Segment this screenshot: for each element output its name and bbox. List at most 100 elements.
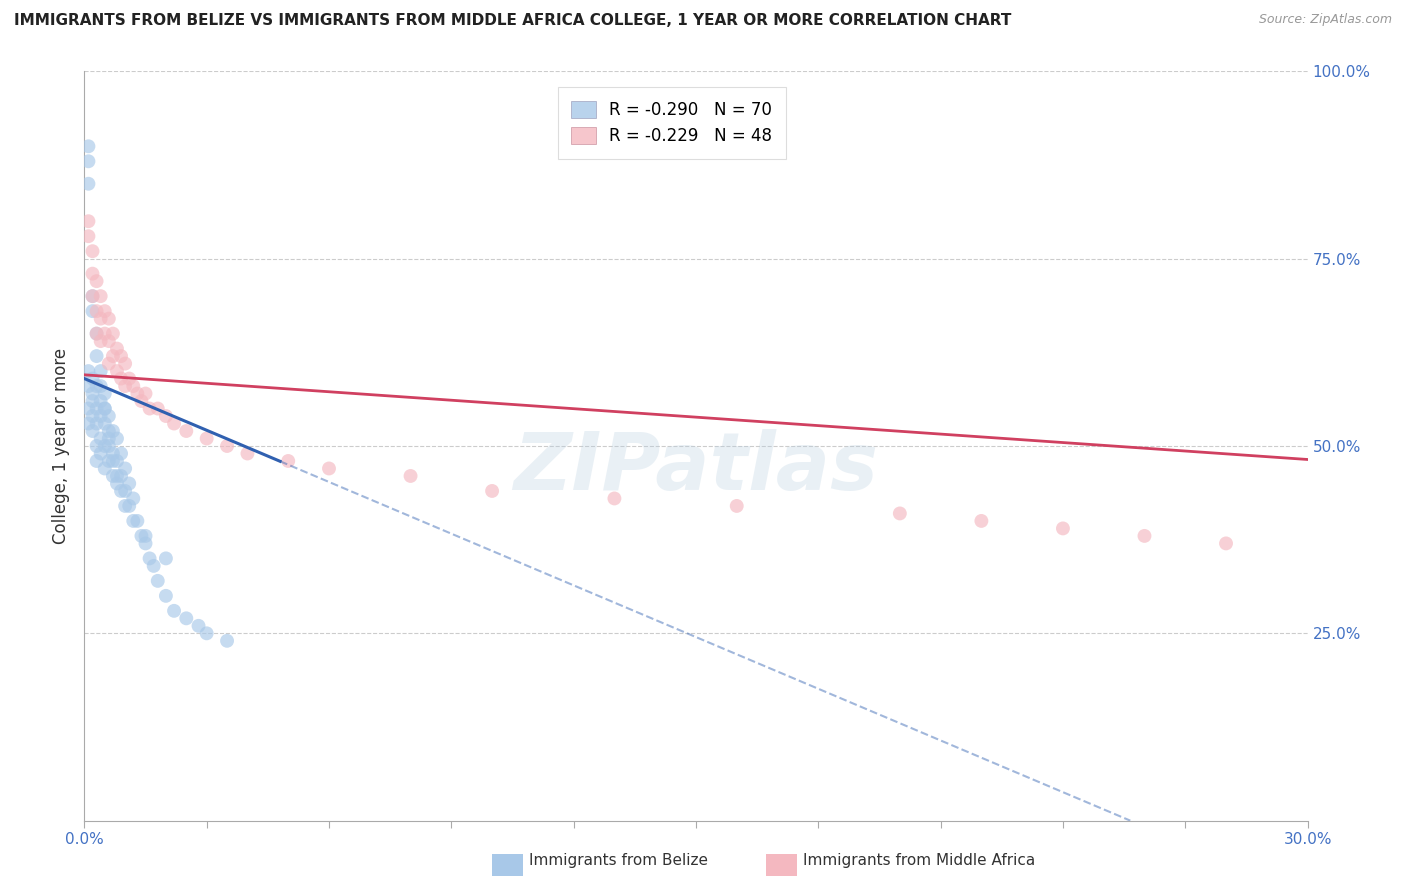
Point (86, 326, 108, 341)
Point (105, 454, 128, 468)
Point (90, 289, 112, 303)
Point (77, 154, 100, 169)
Point (77, 139, 100, 153)
Point (110, 446, 132, 460)
Point (118, 371, 141, 385)
Point (603, 491, 626, 506)
Point (82, 371, 104, 385)
Point (105, 364, 128, 378)
Point (86, 454, 108, 468)
Point (122, 491, 145, 506)
Point (217, 633, 239, 648)
Point (114, 461, 136, 475)
Point (77, 229, 100, 244)
Point (155, 551, 177, 566)
Point (105, 432, 128, 446)
Point (114, 379, 136, 393)
Point (90, 432, 112, 446)
Point (1133, 529, 1156, 543)
Point (142, 558, 165, 573)
Point (93, 326, 115, 341)
Point (97, 311, 120, 326)
Point (146, 401, 169, 416)
Text: Source: ZipAtlas.com: Source: ZipAtlas.com (1258, 13, 1392, 27)
Point (93, 461, 115, 475)
Point (138, 401, 160, 416)
Point (481, 483, 503, 498)
Point (105, 469, 128, 483)
Point (90, 409, 112, 423)
Point (110, 483, 132, 498)
Point (174, 611, 197, 625)
Point (135, 536, 157, 550)
Point (101, 326, 124, 341)
Point (97, 424, 120, 438)
Point (131, 529, 153, 543)
Point (163, 417, 186, 431)
Point (97, 409, 120, 423)
Point (93, 304, 115, 318)
Point (217, 439, 239, 453)
Point (101, 454, 124, 468)
Point (77, 401, 100, 416)
Point (105, 342, 128, 356)
Point (77, 364, 100, 378)
Point (82, 409, 104, 423)
Point (97, 334, 120, 348)
Point (195, 432, 218, 446)
Point (131, 394, 153, 409)
Point (155, 409, 177, 423)
Point (82, 386, 104, 401)
Point (155, 589, 177, 603)
Point (93, 439, 115, 453)
Point (97, 357, 120, 371)
Point (82, 394, 104, 409)
Point (725, 499, 748, 513)
Point (399, 469, 422, 483)
Point (101, 424, 124, 438)
Point (86, 349, 108, 363)
Point (101, 349, 124, 363)
Point (82, 289, 104, 303)
Point (97, 454, 120, 468)
Text: Immigrants from Belize: Immigrants from Belize (529, 853, 707, 868)
Point (236, 446, 259, 460)
Point (110, 469, 132, 483)
Point (90, 334, 112, 348)
Point (889, 507, 911, 521)
Point (105, 476, 128, 491)
Point (86, 274, 108, 288)
Point (187, 619, 209, 633)
Point (86, 379, 108, 393)
Point (101, 446, 124, 460)
Point (86, 326, 108, 341)
Y-axis label: College, 1 year or more: College, 1 year or more (52, 348, 70, 544)
Point (82, 289, 104, 303)
Point (86, 304, 108, 318)
Point (86, 401, 108, 416)
Point (86, 439, 108, 453)
Point (77, 417, 100, 431)
Point (970, 514, 993, 528)
Point (82, 304, 104, 318)
Legend: R = -0.290   N = 70, R = -0.229   N = 48: R = -0.290 N = 70, R = -0.229 N = 48 (558, 87, 786, 159)
Point (90, 311, 112, 326)
Point (277, 454, 299, 468)
Point (114, 499, 136, 513)
Point (118, 499, 141, 513)
Point (174, 424, 197, 438)
Point (82, 424, 104, 438)
Point (114, 357, 136, 371)
Point (77, 379, 100, 393)
Point (93, 417, 115, 431)
Point (90, 446, 112, 460)
Point (163, 604, 186, 618)
Point (90, 364, 112, 378)
Point (1052, 521, 1074, 535)
Point (1215, 536, 1237, 550)
Point (93, 401, 115, 416)
Point (86, 417, 108, 431)
Point (110, 349, 132, 363)
Point (101, 469, 124, 483)
Point (318, 461, 340, 475)
